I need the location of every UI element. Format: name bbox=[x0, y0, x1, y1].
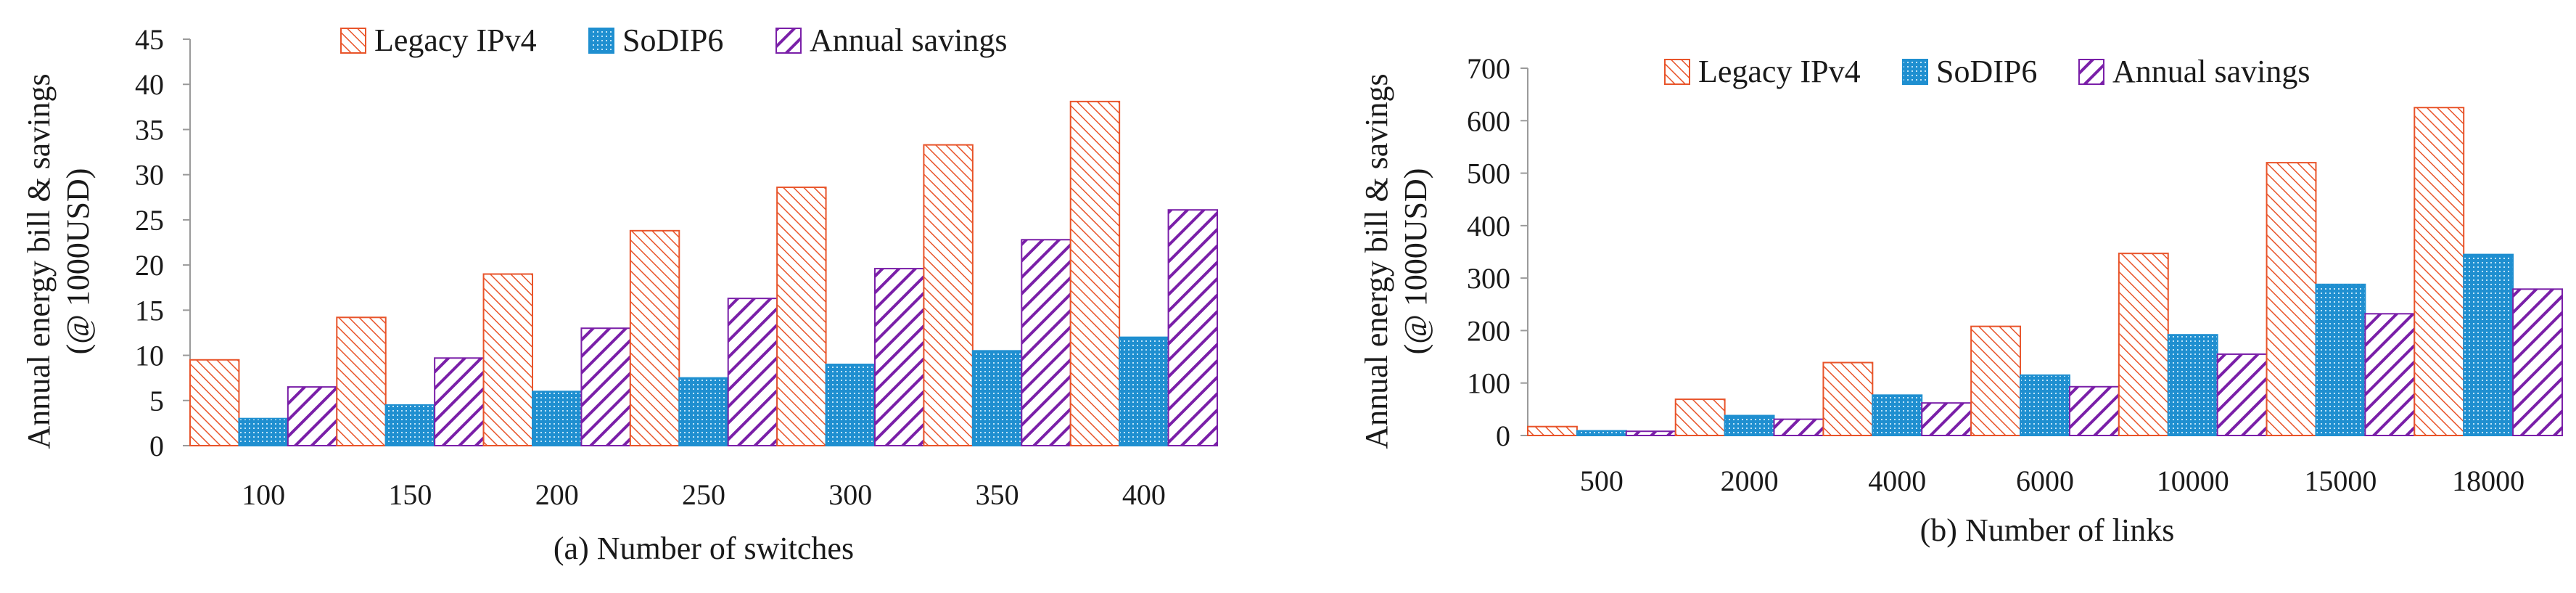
bar-legacy bbox=[1970, 325, 2022, 436]
chart-b-ylabel-line2: (@ 1000USD) bbox=[1398, 168, 1433, 355]
x-tick-label: 2000 bbox=[1721, 465, 1779, 497]
bar-sodip6 bbox=[1872, 394, 1923, 437]
bar-sodip6 bbox=[2315, 283, 2366, 436]
x-tick-label: 100 bbox=[242, 478, 285, 511]
y-tick-label: 15 bbox=[135, 294, 164, 327]
bar-sodip6 bbox=[2020, 374, 2070, 436]
chart-a-legend: Legacy IPv4 SoDIP6 Annual savings bbox=[340, 23, 1008, 58]
legend-swatch-legacy bbox=[1664, 59, 1690, 85]
x-tick-label: 200 bbox=[535, 478, 579, 511]
legend-swatch-savings bbox=[775, 28, 802, 54]
bar-savings bbox=[287, 386, 338, 446]
bar-sodip6 bbox=[971, 350, 1023, 447]
chart-a-ylabel-line2: (@ 1000USD) bbox=[60, 168, 96, 355]
x-tick-label: 400 bbox=[1122, 478, 1166, 511]
legend-label-legacy: Legacy IPv4 bbox=[374, 23, 537, 58]
bar-legacy bbox=[1069, 100, 1121, 446]
chart-b-ylabel-line1: Annual energy bill & savings bbox=[1359, 73, 1394, 449]
y-tick-label: 30 bbox=[135, 159, 164, 192]
bar-sodip6 bbox=[532, 390, 583, 446]
bar-legacy bbox=[336, 316, 387, 446]
bar-legacy bbox=[482, 273, 533, 446]
chart-b-caption: (b) Number of links bbox=[1920, 512, 2175, 548]
y-tick-label: 20 bbox=[135, 249, 164, 282]
x-tick-label: 150 bbox=[388, 478, 432, 511]
y-tick-label: 10 bbox=[135, 340, 164, 372]
legend-swatch-sodip6 bbox=[588, 28, 614, 54]
x-tick-label: 15000 bbox=[2304, 465, 2377, 497]
x-tick-label: 4000 bbox=[1868, 465, 1926, 497]
bar-savings bbox=[434, 357, 485, 446]
bar-sodip6 bbox=[1724, 414, 1775, 437]
y-tick-label: 500 bbox=[1467, 158, 1510, 190]
y-tick-label: 300 bbox=[1467, 262, 1510, 295]
bar-savings bbox=[2512, 288, 2563, 436]
y-tick-label: 400 bbox=[1467, 210, 1510, 242]
chart-b: 0 100 200 300 400 500 600 700 500 2000 4000 6000 100… bbox=[1359, 52, 2563, 548]
bar-savings bbox=[1167, 209, 1218, 446]
x-tick-label: 6000 bbox=[2016, 465, 2074, 497]
bar-savings bbox=[2216, 353, 2268, 437]
y-tick-label: 40 bbox=[135, 68, 164, 101]
x-tick-label: 18000 bbox=[2452, 465, 2524, 497]
bar-savings bbox=[874, 268, 925, 447]
bar-legacy bbox=[2414, 107, 2465, 436]
bar-sodip6 bbox=[238, 417, 289, 447]
bar-savings bbox=[580, 327, 631, 446]
bar-savings bbox=[2068, 385, 2120, 437]
bar-legacy bbox=[2266, 162, 2317, 436]
y-tick-label: 200 bbox=[1467, 314, 1510, 347]
bar-legacy bbox=[629, 229, 680, 446]
bar-savings bbox=[727, 298, 778, 446]
bar-legacy bbox=[776, 187, 827, 446]
legend-swatch-sodip6 bbox=[1902, 59, 1928, 85]
bar-savings bbox=[1021, 239, 1071, 446]
y-tick-label: 700 bbox=[1467, 52, 1510, 85]
legend-label-sodip6: SoDIP6 bbox=[622, 23, 723, 58]
bar-legacy bbox=[1527, 425, 1578, 436]
x-tick-label: 250 bbox=[682, 478, 725, 511]
legend-swatch-savings bbox=[2078, 59, 2104, 85]
bar-savings bbox=[1921, 402, 1972, 437]
chart-b-legend: Legacy IPv4 SoDIP6 Annual savings bbox=[1664, 54, 2310, 89]
bar-legacy bbox=[189, 359, 240, 446]
y-tick-label: 45 bbox=[135, 23, 164, 56]
bar-sodip6 bbox=[1119, 336, 1169, 446]
y-tick-label: 0 bbox=[1496, 420, 1510, 452]
x-tick-label: 500 bbox=[1580, 465, 1624, 497]
legend-label-savings: Annual savings bbox=[2112, 54, 2310, 89]
bar-sodip6 bbox=[1576, 430, 1627, 436]
y-tick-label: 100 bbox=[1467, 367, 1510, 400]
y-tick-label: 5 bbox=[149, 385, 164, 417]
bar-sodip6 bbox=[2167, 334, 2218, 436]
x-tick-label: 300 bbox=[828, 478, 872, 511]
bar-savings bbox=[2364, 313, 2416, 436]
bar-savings bbox=[1625, 430, 1676, 437]
chart-a-ylabel-line1: Annual energy bill & savings bbox=[21, 73, 57, 449]
y-tick-label: 0 bbox=[149, 430, 164, 462]
bar-legacy bbox=[1674, 398, 1726, 437]
bar-legacy bbox=[2118, 253, 2169, 436]
legend-label-savings: Annual savings bbox=[810, 23, 1008, 58]
bar-legacy bbox=[1822, 361, 1874, 436]
legend-label-sodip6: SoDIP6 bbox=[1936, 54, 2037, 89]
y-tick-label: 35 bbox=[135, 113, 164, 146]
y-tick-label: 25 bbox=[135, 204, 164, 237]
bar-legacy bbox=[923, 144, 974, 446]
legend-swatch-legacy bbox=[340, 28, 366, 54]
bar-sodip6 bbox=[678, 377, 729, 447]
bar-sodip6 bbox=[2463, 253, 2514, 436]
bar-savings bbox=[1773, 418, 1824, 437]
chart-a-caption: (a) Number of switches bbox=[554, 531, 854, 566]
bar-sodip6 bbox=[825, 364, 876, 446]
x-tick-label: 350 bbox=[976, 478, 1019, 511]
chart-a-plot: 0 5 10 15 20 25 30 35 40 45 100 150 200 250 300 350 400 bbox=[135, 23, 1218, 511]
chart-b-plot: 0 100 200 300 400 500 600 700 500 2000 4000 6000 100… bbox=[1467, 52, 2563, 497]
x-tick-label: 10000 bbox=[2157, 465, 2229, 497]
y-tick-label: 600 bbox=[1467, 105, 1510, 137]
bar-sodip6 bbox=[384, 404, 436, 446]
legend-label-legacy: Legacy IPv4 bbox=[1698, 54, 1861, 89]
